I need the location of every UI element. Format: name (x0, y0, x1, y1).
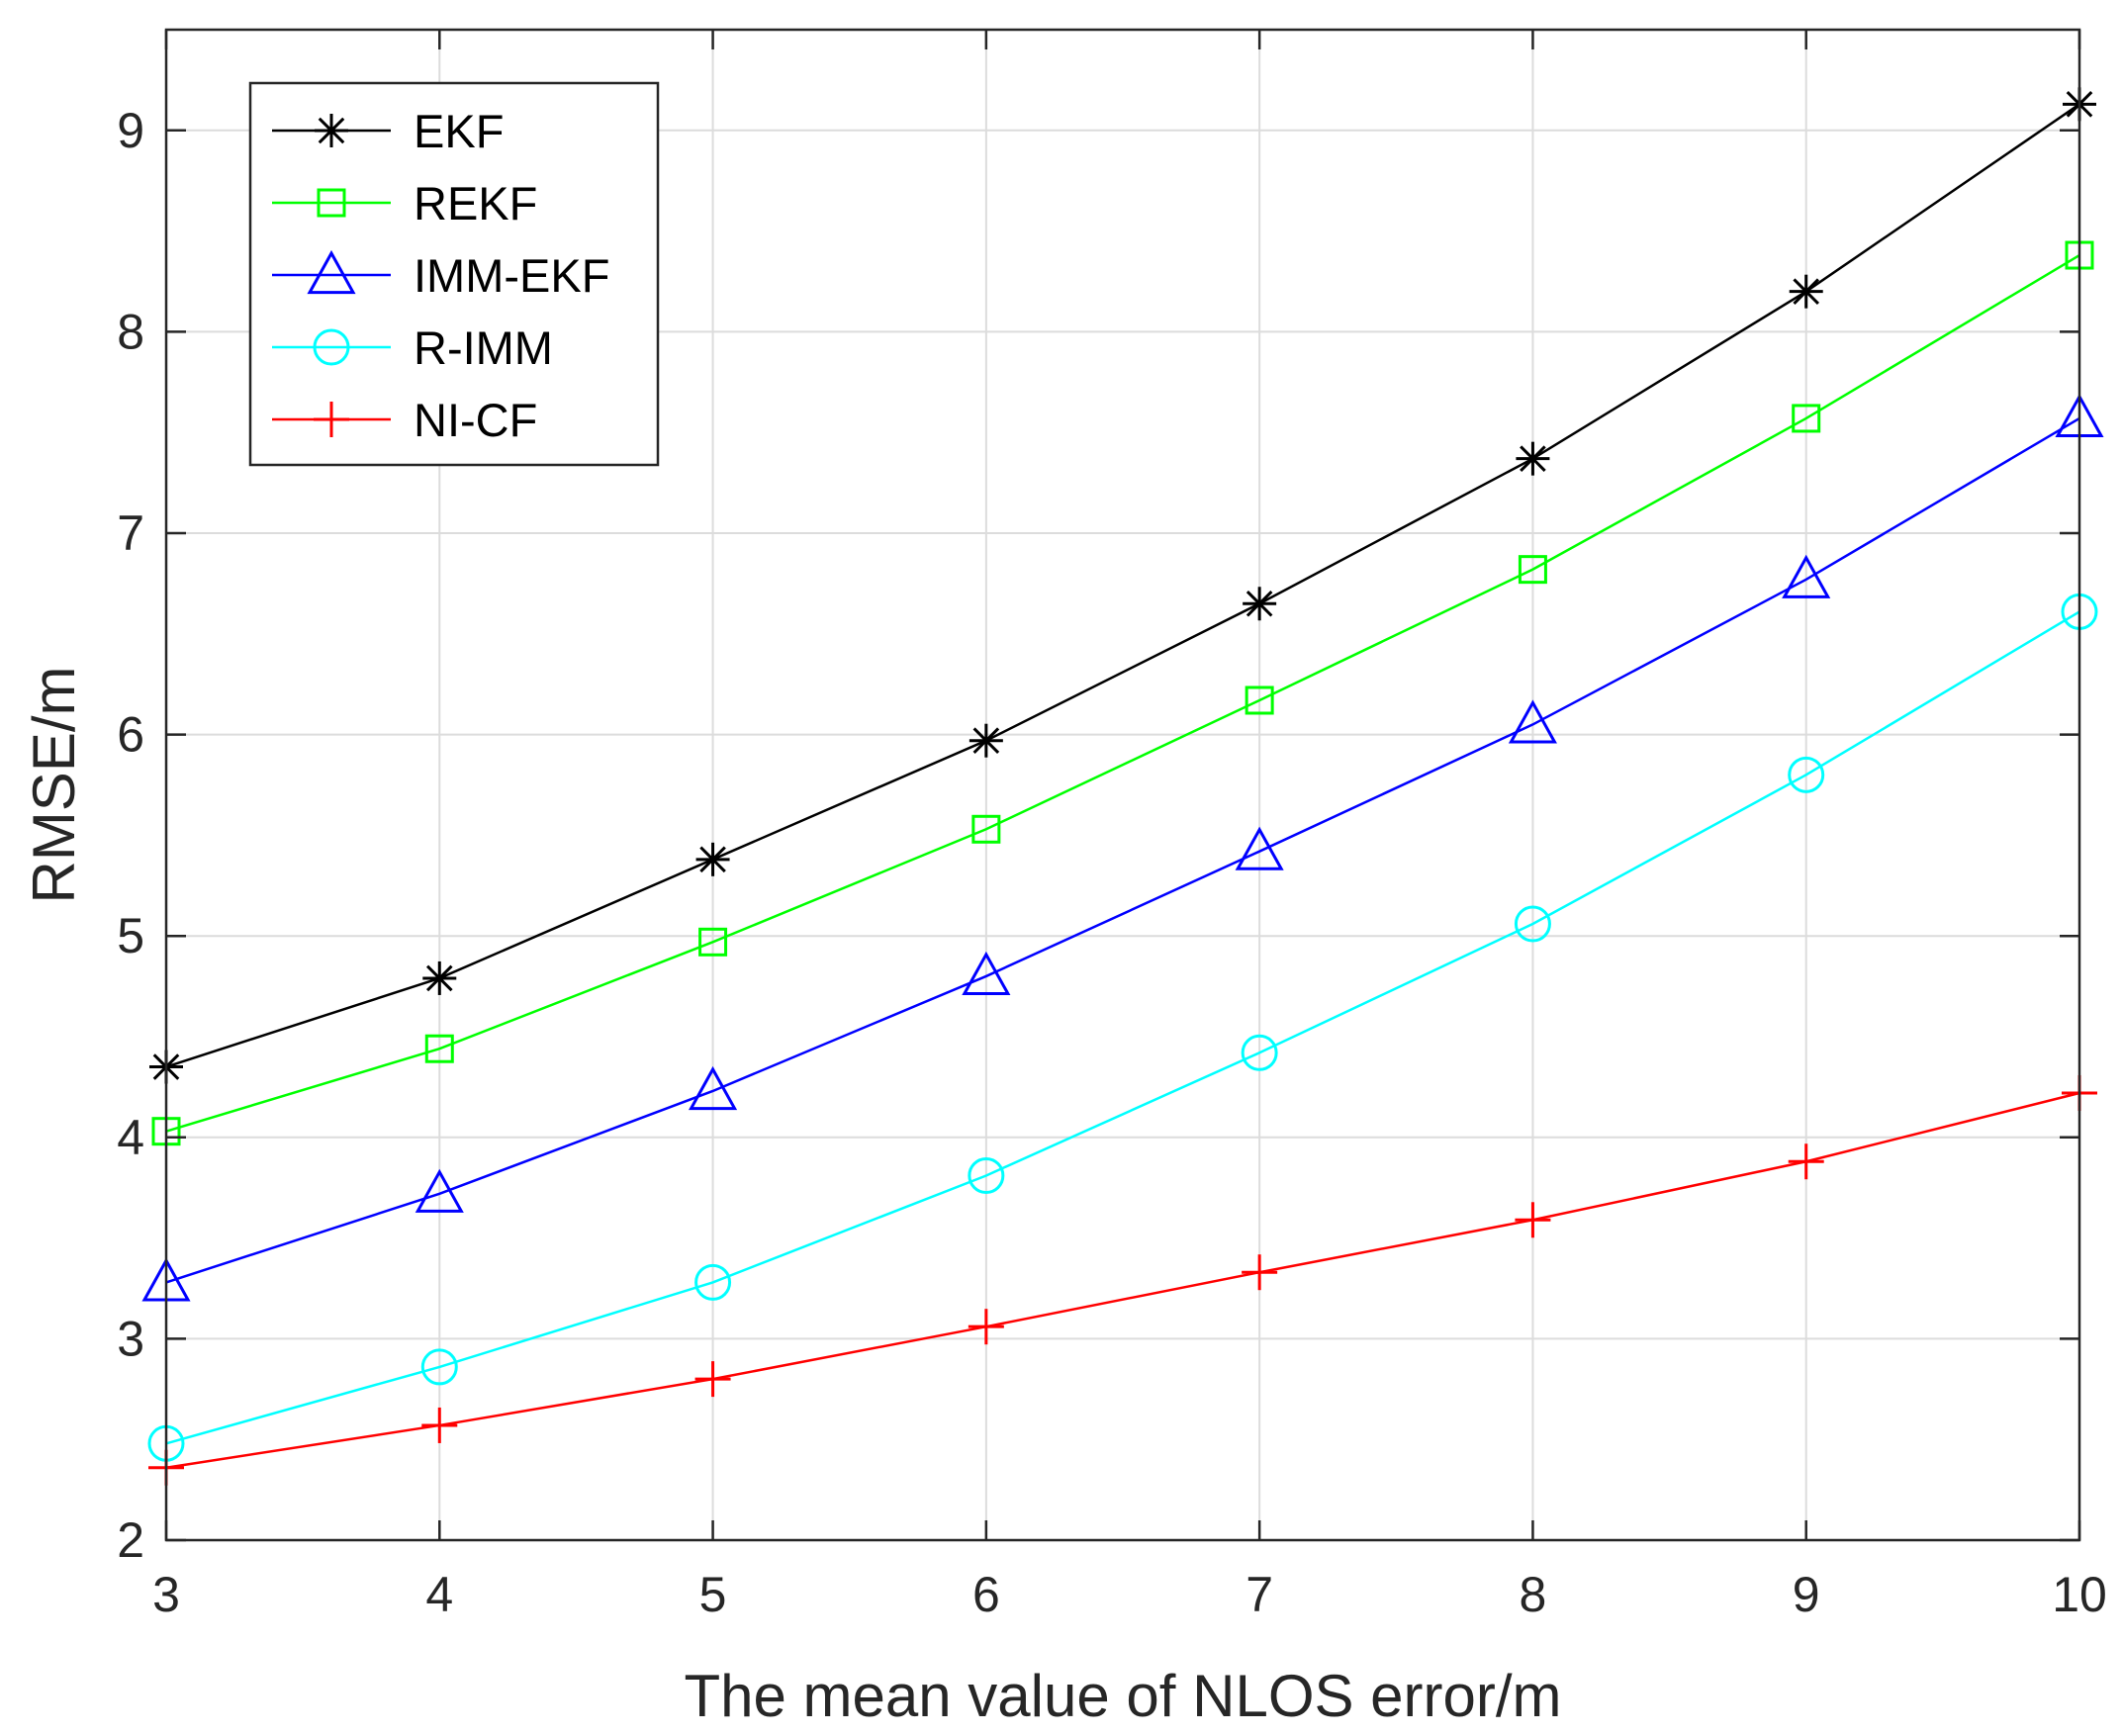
data-point (694, 1263, 732, 1301)
legend-marker (315, 114, 348, 147)
marker-stroke (972, 727, 1000, 755)
marker-stroke (1520, 445, 1546, 472)
y-tick-label: 9 (117, 103, 144, 158)
data-point (689, 1065, 738, 1111)
data-point (420, 1348, 458, 1386)
data-point (1245, 685, 1274, 715)
legend-marker (317, 188, 346, 218)
data-point (1515, 1202, 1551, 1238)
data-point (422, 960, 457, 995)
data-point (969, 723, 1003, 758)
marker-stroke (699, 846, 726, 873)
y-tick-label: 6 (117, 707, 144, 763)
marker-stroke (1246, 590, 1273, 617)
data-point (962, 951, 1011, 996)
marker-stroke (318, 117, 345, 144)
data-point (1792, 404, 1821, 433)
x-tick-label: 6 (972, 1567, 1000, 1622)
y-tick-label: 2 (117, 1512, 144, 1568)
x-tick-label: 5 (699, 1567, 727, 1622)
data-point (695, 842, 730, 876)
data-point (971, 814, 1001, 844)
data-point (1516, 441, 1550, 476)
data-point (1789, 274, 1823, 309)
legend-label: EKF (414, 105, 504, 157)
marker-stroke (425, 964, 453, 992)
series-rekf (151, 240, 2094, 1146)
legend-marker (313, 328, 350, 366)
data-point (1514, 905, 1551, 943)
data-point (421, 1407, 458, 1443)
data-point (1235, 826, 1284, 870)
x-tick-label: 10 (2052, 1567, 2107, 1622)
x-tick-label: 8 (1520, 1567, 1547, 1622)
y-tick-label: 4 (117, 1110, 144, 1165)
y-tick-label: 5 (117, 908, 144, 963)
data-point (1518, 555, 1547, 585)
series-line (165, 253, 2080, 1133)
data-point (424, 1034, 454, 1063)
data-point (968, 1309, 1004, 1345)
y-tick-label: 7 (117, 505, 144, 561)
legend-item-ekf: EKF (272, 105, 504, 157)
data-point (1788, 1143, 1824, 1180)
legend-item-ni-cf: NI-CF (272, 394, 537, 446)
legend-marker (307, 249, 356, 295)
data-point (698, 927, 728, 957)
data-point (1782, 554, 1831, 598)
series-line (165, 610, 2080, 1445)
x-axis-label: The mean value of NLOS error/m (684, 1663, 1561, 1729)
data-point (1241, 1034, 1278, 1071)
legend-label: NI-CF (414, 394, 537, 446)
legend-item-imm-ekf: IMM-EKF (272, 249, 609, 302)
x-tick-label: 4 (425, 1567, 453, 1622)
legend-label: R-IMM (414, 321, 553, 374)
marker-stroke (1793, 278, 1820, 305)
x-tick-label: 3 (152, 1567, 180, 1622)
legend-label: REKF (414, 177, 537, 229)
axes-box (164, 28, 2081, 1542)
legend-label: IMM-EKF (414, 249, 609, 302)
series-line (165, 103, 2080, 1068)
y-tick-label: 8 (117, 304, 144, 359)
series-line (165, 416, 2080, 1284)
legend-item-rekf: REKF (272, 177, 537, 229)
y-axis-label: RMSE/m (21, 667, 87, 904)
data-point (968, 1156, 1005, 1194)
data-point (694, 1361, 731, 1398)
data-point (1508, 699, 1557, 744)
legend: EKF REKF IMM-EKF R-IMM NI-CF (248, 81, 660, 467)
x-tick-label: 7 (1246, 1567, 1273, 1622)
y-tick-label: 3 (117, 1311, 144, 1366)
legend-marker (314, 402, 349, 437)
x-tick-label: 9 (1793, 1567, 1820, 1622)
legend-item-r-imm: R-IMM (272, 321, 553, 374)
data-point (1788, 756, 1825, 793)
data-point (1243, 587, 1277, 621)
data-point (415, 1168, 464, 1213)
data-point (1242, 1254, 1278, 1291)
series-line (165, 1091, 2080, 1469)
